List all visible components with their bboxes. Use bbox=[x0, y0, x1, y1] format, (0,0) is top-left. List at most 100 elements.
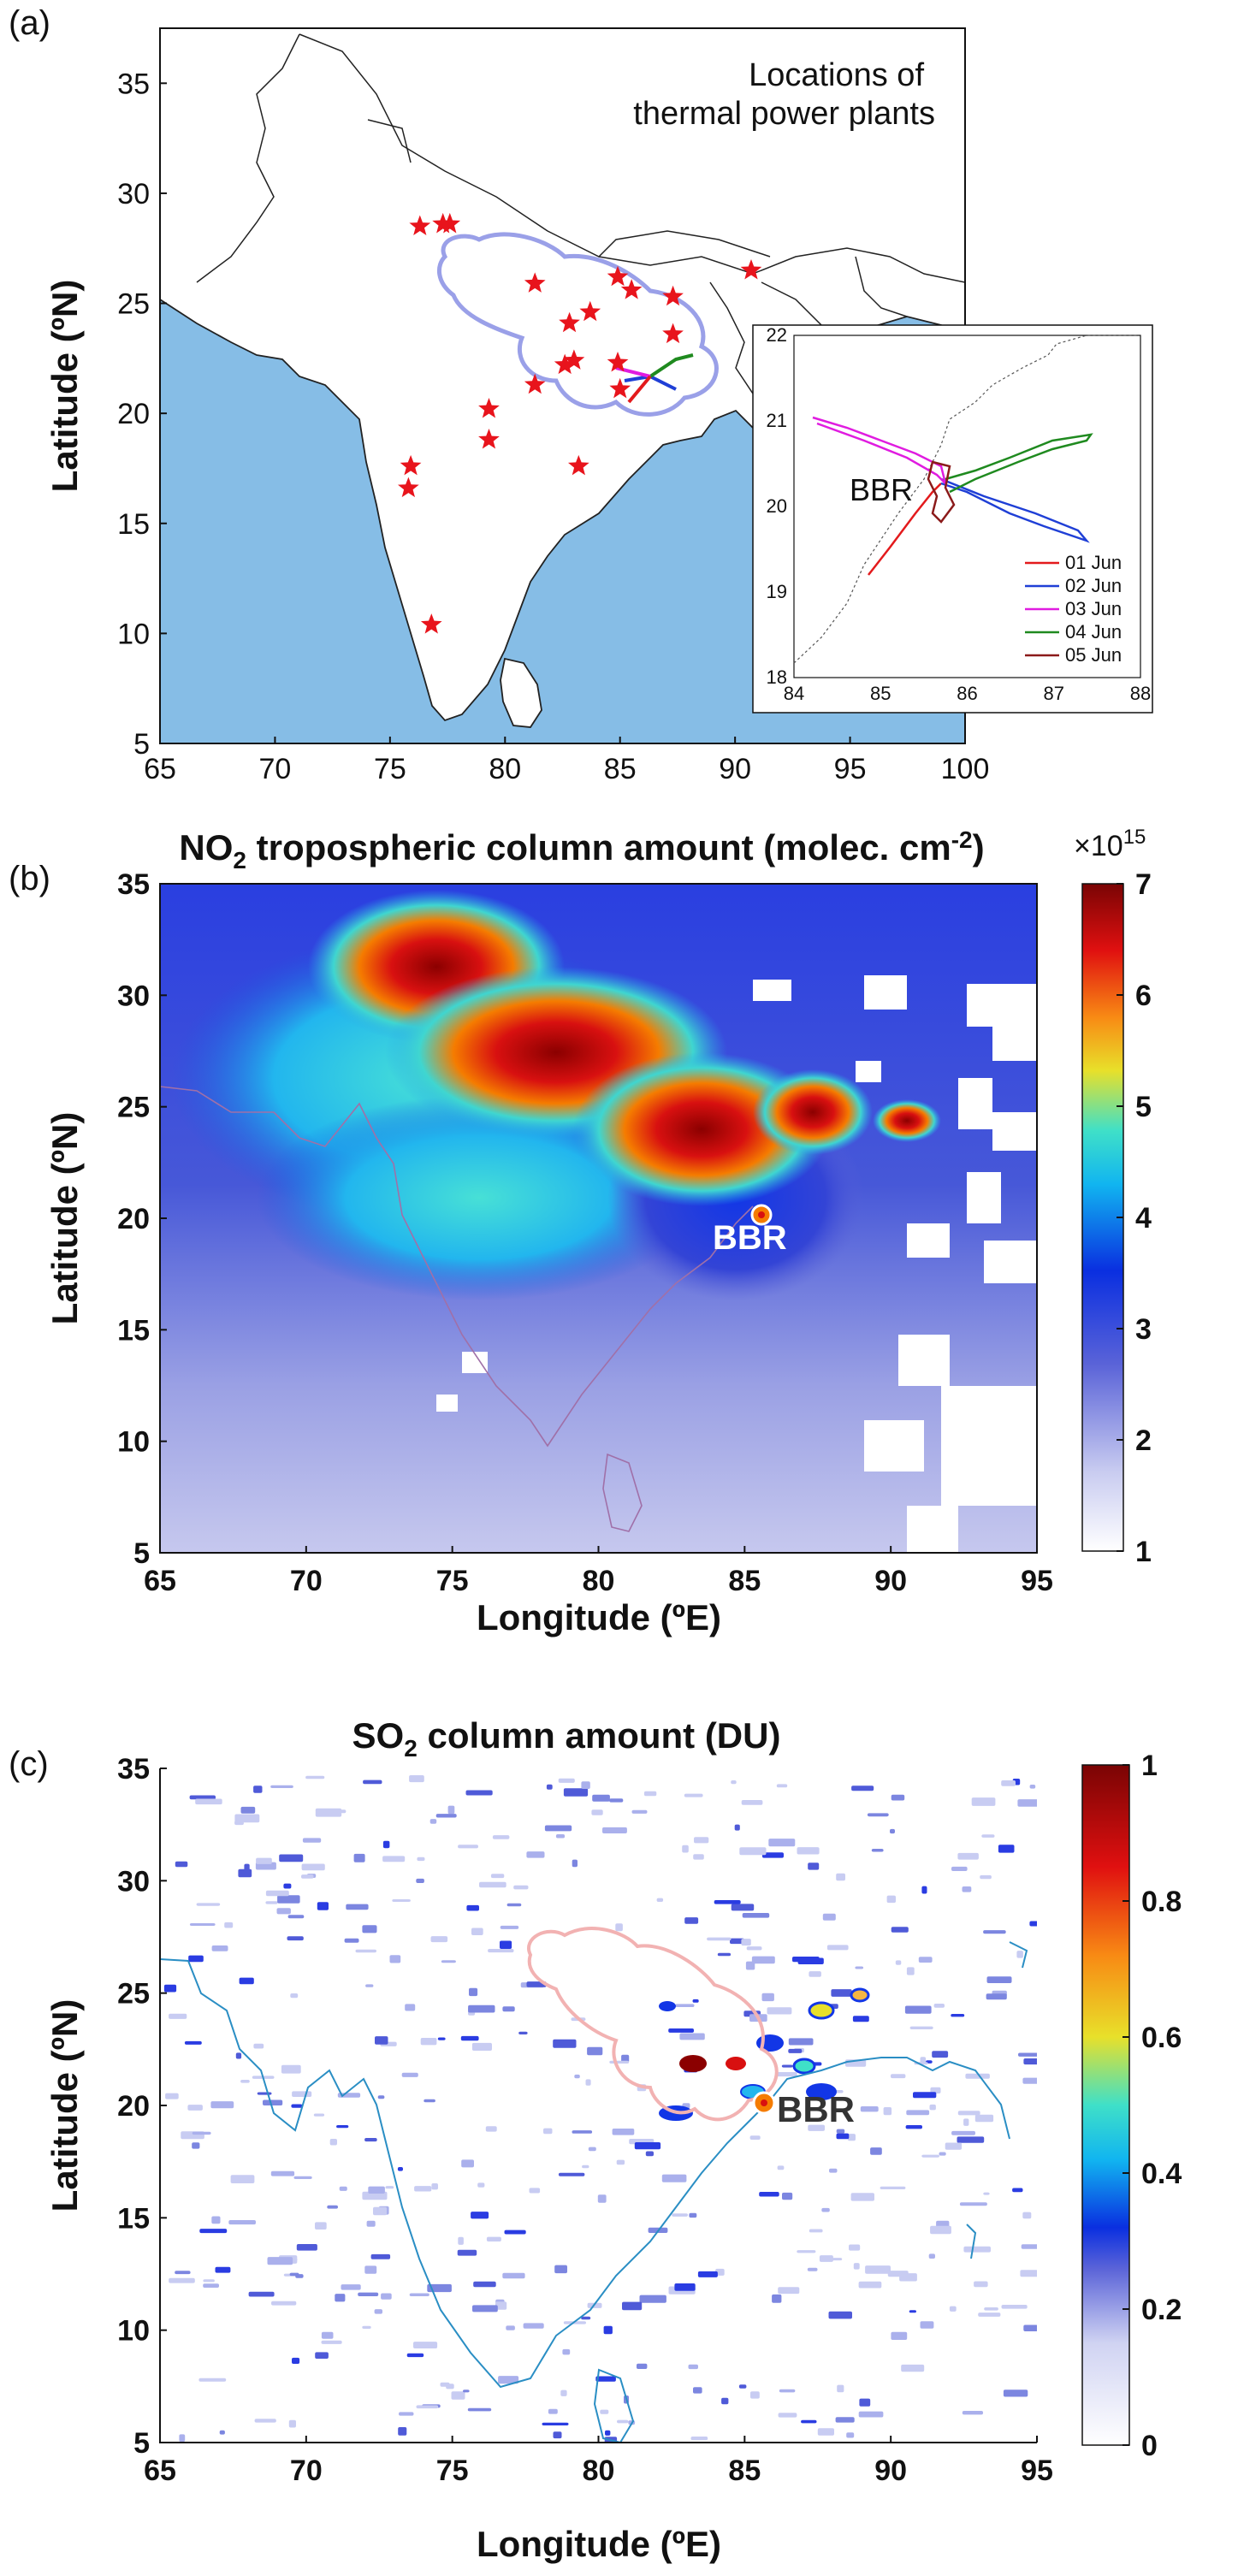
title-b-post: ) bbox=[973, 827, 985, 868]
so2-speckle bbox=[792, 1957, 820, 1963]
so2-speckle bbox=[1001, 2305, 1028, 2309]
so2-speckle bbox=[409, 2293, 429, 2296]
so2-speckle bbox=[472, 2305, 498, 2312]
colorbar-tick-label: 5 bbox=[1135, 1091, 1152, 1123]
so2-speckle bbox=[429, 1819, 437, 1824]
so2-speckle bbox=[591, 1809, 603, 1815]
so2-speckle bbox=[195, 1798, 222, 1805]
so2-speckle bbox=[315, 2352, 329, 2359]
so2-speckle bbox=[986, 1993, 1007, 2000]
so2-speckle bbox=[617, 2419, 629, 2424]
so2-speckle bbox=[362, 1925, 377, 1933]
colorbar-c-ticks: 1 0.8 0.6 0.4 0.2 0 bbox=[1122, 1750, 1182, 2462]
so2-speckle bbox=[406, 2353, 424, 2358]
so2-speckle bbox=[933, 2004, 945, 2008]
so2-speckle bbox=[488, 1949, 514, 1953]
so2-speckle bbox=[847, 2134, 856, 2141]
inset-ytick-label: 22 bbox=[767, 324, 787, 346]
inset-xtick-label: 86 bbox=[957, 683, 977, 704]
title-c: SO2 column amount (DU) bbox=[352, 1715, 781, 1762]
legend-label: 04 Jun bbox=[1065, 621, 1122, 643]
so2-speckle bbox=[179, 2434, 186, 2443]
so2-speckle bbox=[797, 2250, 816, 2253]
so2-speckle bbox=[880, 2186, 906, 2189]
so2-speckle bbox=[392, 1899, 411, 1902]
so2-speckle bbox=[963, 2118, 969, 2126]
so2-speckle bbox=[837, 2384, 844, 2393]
inset-ytick-label: 19 bbox=[767, 581, 787, 602]
no2-hotspot-northeast bbox=[873, 1099, 941, 1142]
so2-speckle bbox=[366, 2220, 376, 2227]
so2-speckle bbox=[265, 1901, 278, 1904]
so2-speckle bbox=[949, 2306, 957, 2312]
map-b bbox=[160, 884, 1037, 1553]
xtick-label: 65 bbox=[144, 1565, 176, 1597]
title-c-pre: SO bbox=[352, 1715, 405, 1756]
so2-speckle bbox=[585, 2079, 591, 2086]
so2-speckle bbox=[498, 2376, 519, 2384]
so2-speckle bbox=[317, 1902, 329, 1910]
so2-speckle bbox=[374, 2309, 382, 2314]
so2-speckle bbox=[313, 2113, 325, 2117]
trajectory-envelope bbox=[436, 232, 719, 417]
so2-speckle bbox=[890, 1828, 895, 1834]
so2-speckle bbox=[327, 2205, 338, 2209]
power-plant-star bbox=[398, 477, 419, 498]
so2-speckle bbox=[321, 2331, 334, 2339]
so2-speckle bbox=[1012, 2188, 1023, 2193]
so2-speckle bbox=[362, 2191, 388, 2200]
so2-speckle bbox=[292, 2357, 300, 2364]
so2-speckle bbox=[199, 2229, 228, 2234]
coastline-c-north bbox=[1009, 1941, 1028, 1969]
so2-speckle bbox=[219, 2430, 225, 2435]
power-plant-star bbox=[568, 454, 589, 476]
so2-speckle bbox=[211, 1945, 228, 1951]
so2-speckle bbox=[904, 2005, 932, 2014]
so2-speckle bbox=[930, 2225, 951, 2235]
so2-speckle bbox=[605, 2430, 611, 2436]
so2-speckle bbox=[253, 2043, 264, 2049]
so2-speckle bbox=[500, 1925, 519, 1929]
so2-speckle bbox=[563, 2321, 586, 2324]
so2-speckle bbox=[750, 2391, 760, 2399]
inset-ytick-label: 18 bbox=[767, 666, 787, 688]
so2-speckle bbox=[430, 1936, 448, 1943]
so2-speckle bbox=[930, 2087, 941, 2093]
so2-speckle bbox=[1003, 2389, 1028, 2397]
so2-speckle bbox=[292, 2091, 312, 2097]
so2-speckle bbox=[271, 2301, 297, 2306]
so2-speckle bbox=[615, 1923, 623, 1932]
ytick-label: 20 bbox=[117, 1203, 150, 1235]
so2-speckle bbox=[731, 1780, 737, 1785]
so2-speckle bbox=[684, 1917, 699, 1924]
ytick-label: 25 bbox=[117, 288, 150, 321]
xtick-label: 75 bbox=[374, 753, 406, 785]
ytick-label: 30 bbox=[117, 980, 150, 1012]
power-plant-star bbox=[563, 349, 585, 370]
so2-speckle bbox=[458, 2236, 464, 2245]
so2-speckle bbox=[675, 2004, 695, 2007]
so2-speckle bbox=[957, 2136, 985, 2143]
so2-speckle bbox=[389, 1955, 401, 1963]
so2-speckle bbox=[291, 2104, 303, 2108]
colorbar-tick-label: 0 bbox=[1141, 2430, 1158, 2462]
so2-speckle bbox=[822, 1913, 836, 1921]
so2-speckle bbox=[277, 1895, 300, 1904]
so2-speckle bbox=[192, 2142, 200, 2149]
so2-speckle bbox=[621, 2054, 630, 2063]
so2-speckle bbox=[951, 2130, 975, 2135]
so2-speckle bbox=[998, 1845, 1015, 1853]
so2-speckle bbox=[235, 2052, 242, 2059]
power-plant-star bbox=[409, 215, 431, 235]
so2-speckle bbox=[370, 2253, 391, 2259]
so2-speckle bbox=[909, 2026, 933, 2029]
inset-trajectories bbox=[812, 416, 1093, 576]
so2-speckle bbox=[778, 2413, 797, 2418]
so2-speckle bbox=[358, 2292, 379, 2296]
so2-speckle bbox=[746, 1946, 762, 1951]
so2-speckle bbox=[891, 2074, 906, 2079]
ytick-label: 10 bbox=[117, 2315, 150, 2348]
so2-speckle bbox=[772, 2294, 782, 2303]
so2-speckle bbox=[668, 2028, 694, 2033]
